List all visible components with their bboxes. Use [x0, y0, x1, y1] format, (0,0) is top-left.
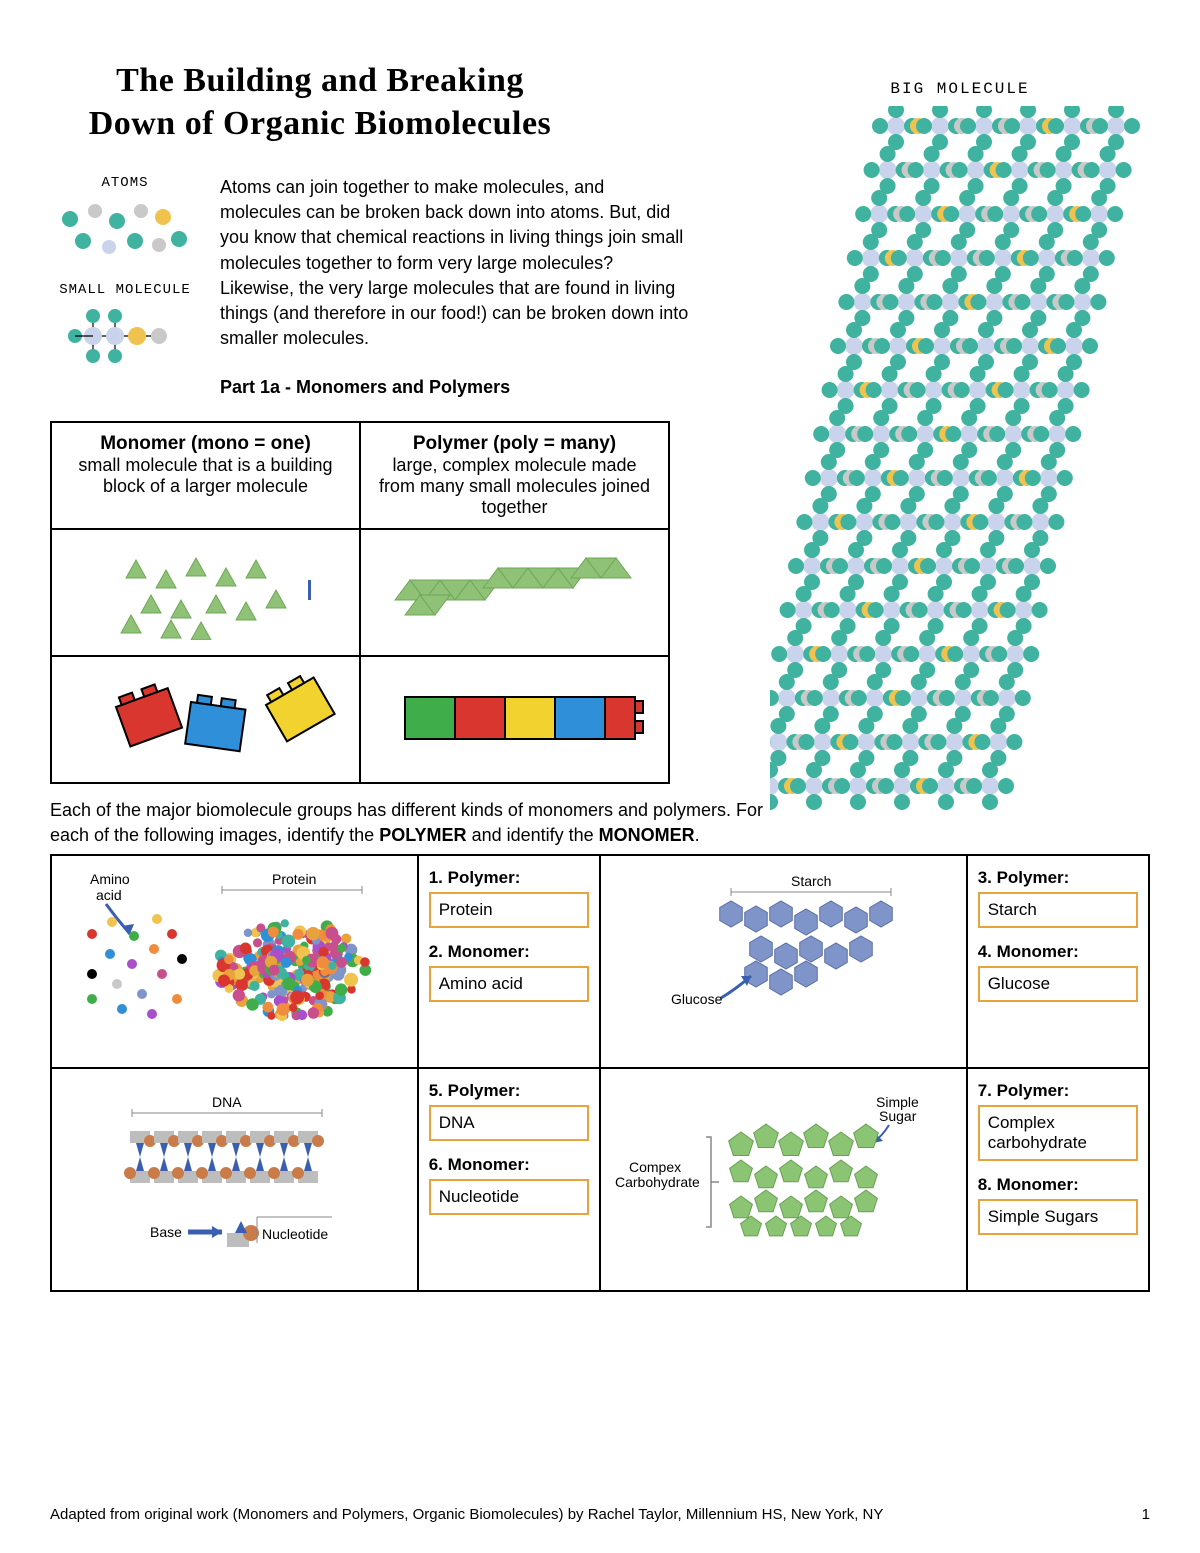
- intro-text-column: Atoms can join together to make molecule…: [220, 175, 690, 401]
- instructions: Each of the major biomolecule groups has…: [50, 798, 790, 848]
- dna-image-cell: DNA Base Nucleotide: [51, 1068, 418, 1291]
- polymer-legos-cell: [360, 656, 669, 783]
- joined-legos-icon: [375, 667, 655, 767]
- q4-answer[interactable]: Glucose: [978, 966, 1138, 1002]
- monomer-triangles-cell: [51, 529, 360, 656]
- dna-label: DNA: [212, 1094, 242, 1110]
- monomer-header-cell: Monomer (mono = one) small molecule that…: [51, 422, 360, 529]
- q6-answer[interactable]: Nucleotide: [429, 1179, 589, 1215]
- instr-b: POLYMER: [379, 825, 466, 845]
- complex-carb-label2: Carbohydrate: [615, 1174, 700, 1190]
- page-number: 1: [1142, 1506, 1150, 1523]
- starch-image-cell: Starch Glucose: [600, 855, 967, 1068]
- polymer-head: Polymer (poly = many): [413, 433, 616, 454]
- monomer-legos-cell: [51, 656, 360, 783]
- starch-diagram: Starch Glucose: [611, 864, 931, 1054]
- q5-q6-cell: 5. Polymer: DNA 6. Monomer: Nucleotide: [418, 1068, 600, 1291]
- intro-paragraph: Atoms can join together to make molecule…: [220, 175, 690, 351]
- monomer-polymer-table: Monomer (mono = one) small molecule that…: [50, 421, 670, 784]
- q7-q8-cell: 7. Polymer: Complex carbohydrate 8. Mono…: [967, 1068, 1149, 1291]
- atoms-column: ATOMS SMALL MOLECULE: [50, 175, 200, 401]
- title-line2: Down of Organic Biomolecules: [89, 105, 552, 142]
- nucleotide-label: Nucleotide: [262, 1226, 328, 1242]
- page-title: The Building and Breaking Down of Organi…: [60, 60, 580, 145]
- scattered-legos-icon: [66, 667, 346, 767]
- q1-answer[interactable]: Protein: [429, 892, 589, 928]
- q8-label: 8. Monomer:: [978, 1175, 1138, 1195]
- dna-diagram: DNA Base Nucleotide: [62, 1077, 382, 1277]
- protein-image-cell: Amino acid Protein: [51, 855, 418, 1068]
- carb-image-cell: Simple Sugar Compex Carbohydrate: [600, 1068, 967, 1291]
- starch-label: Starch: [791, 873, 831, 889]
- atoms-label: ATOMS: [50, 175, 200, 191]
- q2-answer[interactable]: Amino acid: [429, 966, 589, 1002]
- q2-label: 2. Monomer:: [429, 942, 589, 962]
- q7-label: 7. Polymer:: [978, 1081, 1138, 1101]
- title-line1: The Building and Breaking: [116, 62, 524, 99]
- big-molecule-diagram: [770, 106, 1150, 866]
- amino-label2: acid: [96, 887, 122, 903]
- page: The Building and Breaking Down of Organi…: [0, 0, 1200, 1553]
- instr-c: and identify the: [467, 825, 599, 845]
- part1a-heading: Part 1a - Monomers and Polymers: [220, 375, 690, 400]
- question-grid: Amino acid Protein 1. Polymer: Protein 2…: [50, 854, 1150, 1292]
- base-label: Base: [150, 1224, 182, 1240]
- polymer-triangles-cell: [360, 529, 669, 656]
- q8-answer[interactable]: Simple Sugars: [978, 1199, 1138, 1235]
- q7-answer[interactable]: Complex carbohydrate: [978, 1105, 1138, 1161]
- joined-triangles-icon: [375, 540, 655, 640]
- q4-label: 4. Monomer:: [978, 942, 1138, 962]
- small-mol-label: SMALL MOLECULE: [50, 282, 200, 298]
- big-molecule-label: BIG MOLECULE: [770, 80, 1150, 98]
- simple-sugar-label2: Sugar: [879, 1108, 917, 1124]
- carb-diagram: Simple Sugar Compex Carbohydrate: [611, 1077, 931, 1277]
- glucose-label: Glucose: [671, 991, 723, 1007]
- protein-diagram: Amino acid Protein: [62, 864, 382, 1054]
- q3-q4-cell: 3. Polymer: Starch 4. Monomer: Glucose: [967, 855, 1149, 1068]
- footer-text: Adapted from original work (Monomers and…: [50, 1506, 883, 1523]
- scattered-triangles-icon: [76, 540, 336, 640]
- q1-label: 1. Polymer:: [429, 868, 589, 888]
- q6-label: 6. Monomer:: [429, 1155, 589, 1175]
- instr-d: MONOMER: [599, 825, 695, 845]
- instr-e: .: [695, 825, 700, 845]
- atoms-diagram: [55, 199, 195, 259]
- q3-answer[interactable]: Starch: [978, 892, 1138, 928]
- q5-answer[interactable]: DNA: [429, 1105, 589, 1141]
- q5-label: 5. Polymer:: [429, 1081, 589, 1101]
- protein-label: Protein: [272, 871, 316, 887]
- monomer-head: Monomer (mono = one): [100, 433, 311, 454]
- polymer-header-cell: Polymer (poly = many) large, complex mol…: [360, 422, 669, 529]
- amino-label: Amino: [90, 871, 130, 887]
- q1-q2-cell: 1. Polymer: Protein 2. Monomer: Amino ac…: [418, 855, 600, 1068]
- footer: Adapted from original work (Monomers and…: [50, 1506, 1150, 1523]
- monomer-desc: small molecule that is a building block …: [78, 455, 332, 496]
- polymer-desc: large, complex molecule made from many s…: [379, 455, 650, 517]
- complex-carb-label: Compex: [629, 1159, 681, 1175]
- big-molecule-area: BIG MOLECULE: [770, 80, 1150, 871]
- small-molecule-diagram: [55, 306, 195, 366]
